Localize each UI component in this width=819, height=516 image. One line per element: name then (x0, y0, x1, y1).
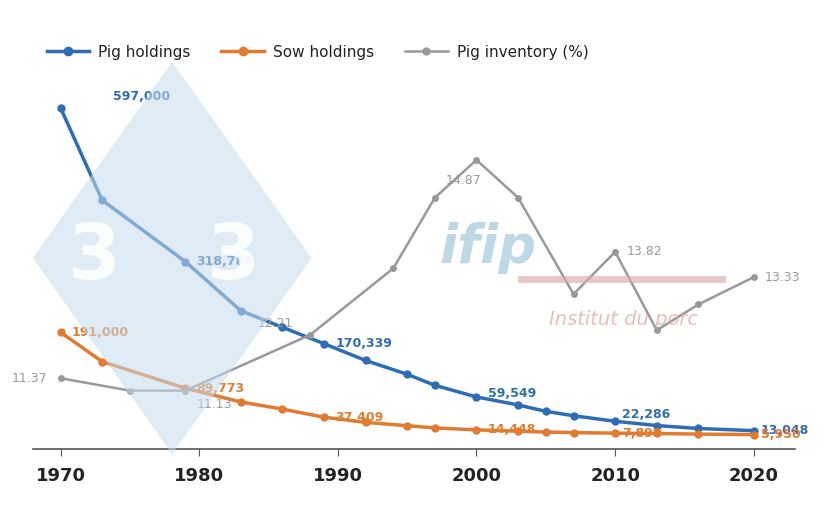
Text: 318,788: 318,788 (197, 255, 253, 268)
Text: 13.82: 13.82 (626, 245, 661, 259)
Text: 170,339: 170,339 (335, 337, 391, 350)
Text: 13,048: 13,048 (760, 424, 808, 437)
Text: 13.33: 13.33 (764, 270, 799, 284)
Polygon shape (33, 62, 311, 454)
Text: 11.13: 11.13 (197, 398, 232, 411)
Text: 14,448: 14,448 (487, 423, 536, 437)
Text: ifip: ifip (439, 222, 536, 273)
Text: 59,549: 59,549 (487, 388, 535, 400)
Text: 3: 3 (207, 221, 260, 295)
Text: 22,286: 22,286 (622, 408, 669, 421)
Text: 191,000: 191,000 (71, 326, 129, 339)
Text: 11.37: 11.37 (12, 372, 48, 385)
Text: 14.87: 14.87 (446, 174, 482, 187)
Text: 3: 3 (68, 221, 120, 295)
Text: 5,950: 5,950 (760, 428, 799, 441)
Text: 12.21: 12.21 (257, 317, 292, 330)
Text: 597,000: 597,000 (113, 90, 170, 103)
Legend: Pig holdings, Sow holdings, Pig inventory (%): Pig holdings, Sow holdings, Pig inventor… (40, 39, 594, 66)
Text: 89,773: 89,773 (197, 382, 244, 395)
Text: Institut du porc: Institut du porc (548, 311, 697, 329)
Text: 7,898: 7,898 (622, 427, 661, 440)
Text: 37,409: 37,409 (335, 411, 382, 424)
